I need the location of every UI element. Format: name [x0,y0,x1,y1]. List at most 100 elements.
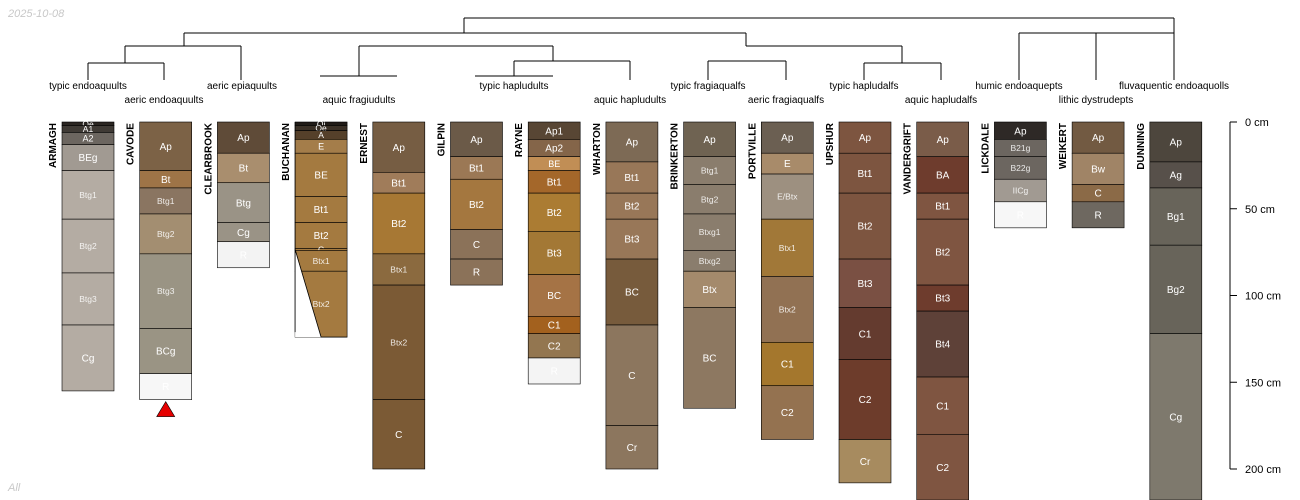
horizon-label: A2 [82,134,93,144]
horizon-label: R [1094,210,1101,221]
taxonomy-label: typic hapludalfs [830,81,899,92]
horizon-label: Ap [626,138,639,149]
profile-name: DUNNING [1136,123,1147,170]
horizon [916,310,970,378]
horizon-label: R [162,382,169,393]
horizon-label: Bt1 [935,202,950,213]
horizon-label: Btx1 [779,243,796,253]
horizon-label: Oi [317,119,326,129]
horizon-label: Btg3 [157,286,175,296]
horizon [527,192,581,232]
horizon-label: Bt [161,175,171,186]
horizon-label: C [473,240,480,251]
horizon-label: Btx2 [779,304,796,314]
horizon [139,187,192,215]
horizon [683,307,736,409]
horizon-label: Bt1 [624,173,639,184]
taxonomy-label: typic hapludults [480,81,549,92]
horizon-label: Ag [1170,171,1182,182]
horizon [294,152,348,197]
profile-lickdale: LICKDALE Ap B21g B22g IICg R [980,121,1047,229]
horizon-label: C [395,430,402,441]
horizon-label: Ap [1014,126,1027,137]
horizon [139,328,192,374]
profile-upshur: UPSHUR Ap Bt1 Bt2 Bt3 C1 C2 Cr [825,121,892,484]
horizon-label: Btx2 [313,299,330,309]
horizon [838,192,892,260]
horizon [527,274,581,317]
horizon [916,284,970,312]
horizon-label: R [240,250,247,261]
horizon-label: Ap [703,135,716,146]
horizon-label: A [318,130,324,140]
tick-label: 200 cm [1245,464,1281,476]
horizon [1149,244,1203,334]
horizon-label: C2 [859,395,872,406]
profile-gilpin: GILPIN Ap Bt1 Bt2 C R [437,121,503,286]
horizon [217,241,270,269]
horizon [916,156,970,194]
horizon [61,272,115,326]
horizon-label: C2 [548,341,561,352]
horizon [605,192,659,220]
horizon-label: C [628,371,635,382]
horizon [760,218,814,277]
horizon-label: Btg1 [701,166,719,176]
taxonomy-label: aquic hapludalfs [905,95,977,106]
horizon-label: Btg2 [701,194,719,204]
horizon-label: Bt [239,164,249,175]
horizon [372,121,426,173]
horizon-label: Btg [236,198,251,209]
horizon-label: Cr [860,457,871,468]
horizon [683,121,736,158]
date-stamp: 2025-10-08 [8,8,65,20]
horizon-label: C2 [936,463,949,474]
profile-name: BRINKERTON [670,123,681,189]
profile-name: WEIKERT [1058,123,1069,169]
horizon-label: Bt1 [469,164,484,175]
horizon-label: B21g [1010,143,1030,153]
horizon [527,357,581,385]
horizon [994,201,1047,229]
horizon-label: BCg [156,347,175,358]
horizon-label: C2 [781,408,794,419]
horizon-label: C1 [548,321,561,332]
horizon-label: Bt1 [547,177,562,188]
profile-vandergrift: VANDERGRIFT Ap BA Bt1 Bt2 Bt3 Bt4 C1 C2 [903,121,970,500]
horizon-label: E [318,142,324,152]
horizon-label: Ap [160,142,173,153]
horizon [61,170,115,220]
horizon-label: Btxg2 [699,256,721,266]
taxonomy-label: fluvaquentic endoaquolls [1119,81,1229,92]
horizon [139,213,192,255]
horizon-label: Bt2 [547,208,562,219]
horizon-label: BC [703,354,717,365]
tick-label: 0 cm [1245,117,1269,129]
profile-brinkerton: BRINKERTON Ap Btg1 Btg2 Btxg1 Btxg2 Btx BC [670,121,736,409]
horizon [372,192,426,255]
horizon-label: BC [625,288,639,299]
taxonomy-label: humic endoaquepts [975,81,1062,92]
horizon-label: Btg2 [79,241,97,251]
horizon [605,425,659,470]
horizon-label: R [1017,210,1024,221]
horizon-label: Bt3 [624,235,639,246]
horizon [760,173,814,220]
horizon [838,439,892,484]
horizon-label: Bt2 [624,202,639,213]
horizon [139,373,192,400]
horizon-label: Ap [937,135,950,146]
horizon [1071,121,1125,154]
horizon-label: Btxg1 [699,227,721,237]
horizon-label: BE [548,159,560,169]
horizon-label: B22g [1010,163,1030,173]
horizon-label: Bt4 [935,340,950,351]
horizon [450,229,503,260]
horizon-label: Ap [393,143,406,154]
taxonomy-label: aeric endoaquults [125,95,204,106]
horizon-label: Btx [702,285,716,296]
horizon-label: BE [314,171,328,182]
